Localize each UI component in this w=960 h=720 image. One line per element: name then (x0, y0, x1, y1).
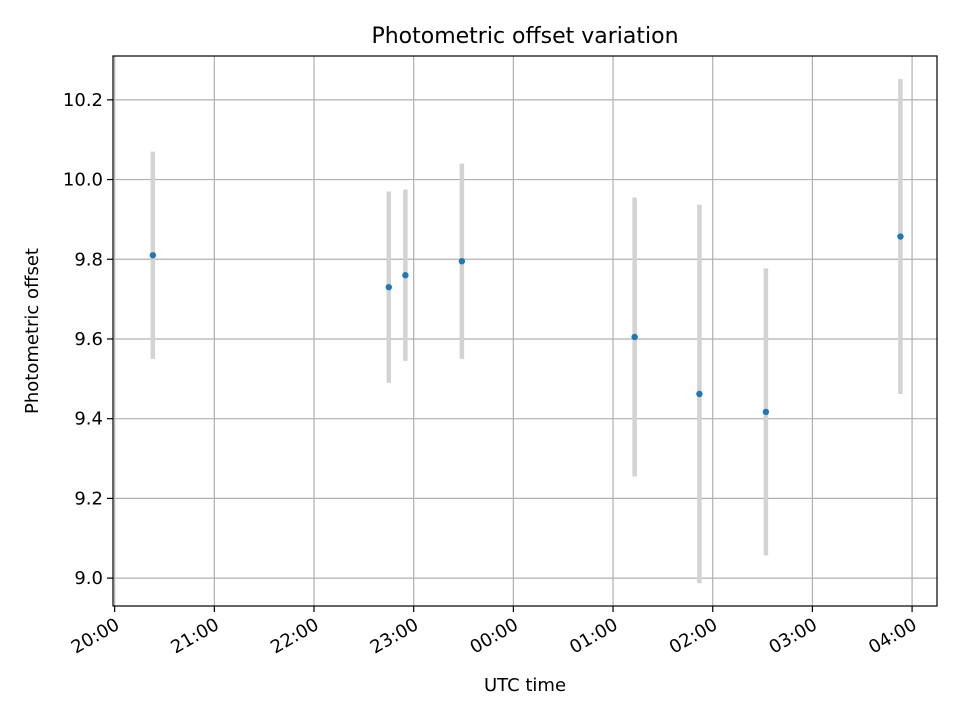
x-tick-label: 02:00 (666, 614, 721, 658)
y-tick-label: 9.2 (74, 488, 103, 509)
data-point (458, 258, 466, 265)
y-tick-label: 9.8 (74, 249, 103, 270)
x-tick-label: 22:00 (267, 614, 322, 658)
grid (113, 56, 937, 606)
y-tick-label: 10.0 (63, 170, 103, 191)
x-tick-label: 21:00 (167, 614, 222, 658)
data-point (762, 408, 770, 416)
data-point (385, 283, 392, 291)
y-tick-label: 9.4 (74, 409, 103, 430)
data-point (696, 390, 703, 398)
data-point (149, 252, 157, 259)
data-point (897, 233, 904, 240)
x-tick-label: 04:00 (865, 614, 920, 658)
x-axis-label: UTC time (484, 675, 566, 696)
data-point (402, 272, 409, 279)
chart-title: Photometric offset variation (371, 24, 678, 49)
x-tick-label: 01:00 (566, 614, 621, 658)
y-tick-label: 9.6 (74, 329, 103, 350)
x-tick-label: 20:00 (68, 614, 123, 658)
y-axis-label: Photometric offset (22, 248, 43, 414)
y-tick-label: 10.2 (63, 90, 103, 111)
x-tick-label: 03:00 (765, 614, 820, 658)
x-tick-label: 23:00 (367, 614, 422, 658)
plot-frame (112, 55, 938, 607)
data-points (149, 233, 904, 416)
data-point (631, 333, 638, 341)
axis-ticks: 20:00 21:00 22:00 23:00 00:00 01:00 02:00 03:00… (63, 90, 921, 658)
x-tick-label: 00:00 (466, 614, 521, 658)
y-tick-label: 9.0 (74, 568, 103, 589)
error-bars (150, 79, 903, 584)
